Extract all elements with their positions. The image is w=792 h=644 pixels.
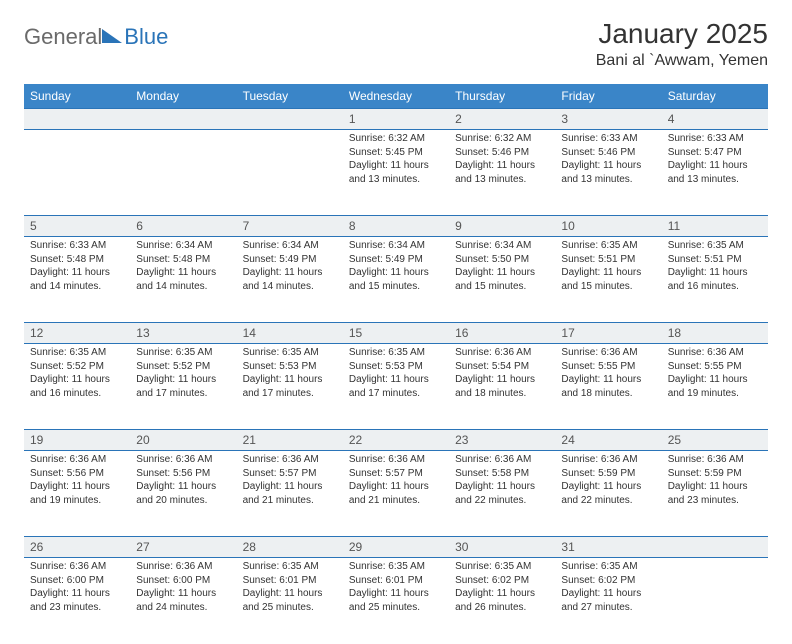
day-number: 9 [449,216,555,236]
day-info: Sunrise: 6:34 AMSunset: 5:50 PMDaylight:… [449,237,555,299]
day-info: Sunrise: 6:36 AMSunset: 5:55 PMDaylight:… [662,344,768,406]
day-info: Sunrise: 6:36 AMSunset: 5:59 PMDaylight:… [662,451,768,513]
day-info: Sunrise: 6:35 AMSunset: 5:51 PMDaylight:… [662,237,768,299]
day-number: 6 [130,216,236,236]
day-number: 22 [343,430,449,450]
day-number: 19 [24,430,130,450]
day-number: 28 [237,537,343,557]
day-info: Sunrise: 6:35 AMSunset: 5:52 PMDaylight:… [130,344,236,406]
weekday-header: Sunday [24,84,130,109]
day-info: Sunrise: 6:36 AMSunset: 5:57 PMDaylight:… [343,451,449,513]
weekday-header: Friday [555,84,661,109]
day-number: 30 [449,537,555,557]
brand-text-1: General [24,24,102,50]
day-number: 13 [130,323,236,343]
title-block: January 2025 Bani al `Awwam, Yemen [596,18,768,70]
day-info: Sunrise: 6:35 AMSunset: 5:52 PMDaylight:… [24,344,130,406]
day-number: 23 [449,430,555,450]
day-number: 8 [343,216,449,236]
day-number: 24 [555,430,661,450]
day-info: Sunrise: 6:32 AMSunset: 5:46 PMDaylight:… [449,130,555,192]
brand-triangle-icon [102,29,122,43]
day-number: 17 [555,323,661,343]
day-info: Sunrise: 6:36 AMSunset: 5:57 PMDaylight:… [237,451,343,513]
day-info: Sunrise: 6:36 AMSunset: 5:56 PMDaylight:… [130,451,236,513]
day-number: 7 [237,216,343,236]
brand-text-2: Blue [124,24,168,50]
day-number: 4 [662,109,768,129]
day-number: 5 [24,216,130,236]
day-number: 3 [555,109,661,129]
day-number: 12 [24,323,130,343]
day-info: Sunrise: 6:36 AMSunset: 5:58 PMDaylight:… [449,451,555,513]
day-number: 31 [555,537,661,557]
day-number: 16 [449,323,555,343]
day-info: Sunrise: 6:36 AMSunset: 5:56 PMDaylight:… [24,451,130,513]
header: General Blue January 2025 Bani al `Awwam… [24,18,768,70]
day-number: 15 [343,323,449,343]
day-number: 29 [343,537,449,557]
weekday-header: Thursday [449,84,555,109]
day-info: Sunrise: 6:33 AMSunset: 5:47 PMDaylight:… [662,130,768,192]
location-text: Bani al `Awwam, Yemen [596,52,768,70]
day-number [130,109,236,127]
day-info: Sunrise: 6:34 AMSunset: 5:49 PMDaylight:… [343,237,449,299]
day-info: Sunrise: 6:35 AMSunset: 5:51 PMDaylight:… [555,237,661,299]
day-info: Sunrise: 6:35 AMSunset: 5:53 PMDaylight:… [237,344,343,406]
weekday-header: Saturday [662,84,768,109]
day-number: 14 [237,323,343,343]
day-info: Sunrise: 6:36 AMSunset: 5:59 PMDaylight:… [555,451,661,513]
weekday-header: Tuesday [237,84,343,109]
day-number: 25 [662,430,768,450]
day-info: Sunrise: 6:34 AMSunset: 5:48 PMDaylight:… [130,237,236,299]
day-number [237,109,343,127]
weekday-header-row: SundayMondayTuesdayWednesdayThursdayFrid… [24,84,768,109]
day-number: 18 [662,323,768,343]
day-info: Sunrise: 6:35 AMSunset: 6:01 PMDaylight:… [343,558,449,620]
day-info: Sunrise: 6:36 AMSunset: 6:00 PMDaylight:… [130,558,236,620]
day-number: 27 [130,537,236,557]
day-number: 11 [662,216,768,236]
day-info: Sunrise: 6:35 AMSunset: 5:53 PMDaylight:… [343,344,449,406]
weekday-header: Wednesday [343,84,449,109]
calendar-table: SundayMondayTuesdayWednesdayThursdayFrid… [24,84,768,644]
day-info: Sunrise: 6:36 AMSunset: 5:55 PMDaylight:… [555,344,661,406]
day-number: 1 [343,109,449,129]
day-number [662,537,768,555]
day-info: Sunrise: 6:36 AMSunset: 6:00 PMDaylight:… [24,558,130,620]
day-number: 2 [449,109,555,129]
weekday-header: Monday [130,84,236,109]
day-info: Sunrise: 6:35 AMSunset: 6:02 PMDaylight:… [449,558,555,620]
day-info: Sunrise: 6:33 AMSunset: 5:46 PMDaylight:… [555,130,661,192]
day-info: Sunrise: 6:33 AMSunset: 5:48 PMDaylight:… [24,237,130,299]
day-info: Sunrise: 6:35 AMSunset: 6:02 PMDaylight:… [555,558,661,620]
day-number: 26 [24,537,130,557]
day-number: 10 [555,216,661,236]
brand-logo: General Blue [24,24,168,50]
day-number: 21 [237,430,343,450]
day-info: Sunrise: 6:34 AMSunset: 5:49 PMDaylight:… [237,237,343,299]
day-number [24,109,130,127]
day-info: Sunrise: 6:35 AMSunset: 6:01 PMDaylight:… [237,558,343,620]
day-info: Sunrise: 6:32 AMSunset: 5:45 PMDaylight:… [343,130,449,192]
month-title: January 2025 [596,18,768,50]
day-info: Sunrise: 6:36 AMSunset: 5:54 PMDaylight:… [449,344,555,406]
day-number: 20 [130,430,236,450]
